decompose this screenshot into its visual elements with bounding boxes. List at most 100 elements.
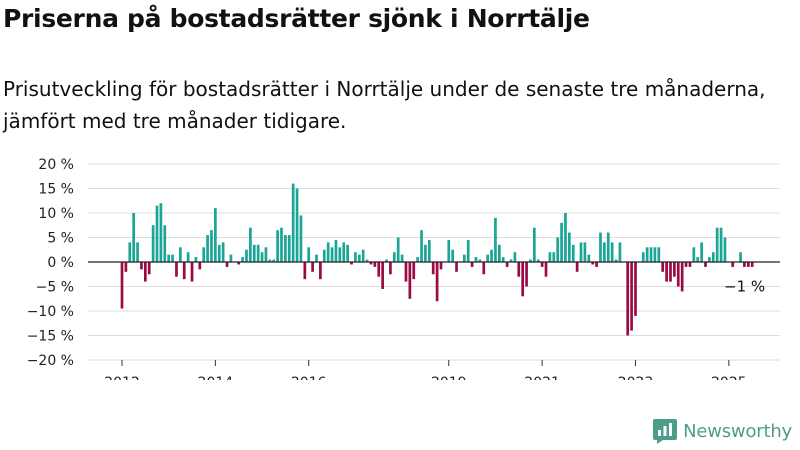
bar — [599, 232, 602, 262]
bar — [711, 252, 715, 262]
bar — [217, 244, 221, 262]
bar — [190, 262, 194, 282]
bar — [171, 254, 174, 262]
bar — [529, 259, 532, 262]
bar — [606, 232, 610, 262]
bar — [649, 247, 653, 262]
bar — [237, 262, 241, 265]
x-tick-label: 2014 — [198, 375, 234, 380]
bar — [525, 262, 528, 287]
bar — [291, 183, 295, 262]
bar — [365, 259, 369, 262]
bar — [560, 222, 563, 262]
bar — [536, 259, 540, 262]
bar — [424, 244, 427, 262]
bar — [124, 262, 128, 272]
bar — [175, 262, 178, 277]
bar — [435, 262, 439, 302]
bar — [392, 252, 396, 262]
bar — [474, 257, 478, 262]
x-tick-label: 2021 — [524, 375, 560, 380]
bar — [229, 254, 233, 262]
bar — [517, 262, 521, 277]
bar — [182, 262, 186, 280]
bar — [264, 247, 268, 262]
bar — [552, 252, 556, 262]
bar — [249, 227, 252, 262]
bar — [680, 262, 684, 292]
bar — [128, 242, 132, 262]
bar — [579, 242, 583, 262]
bar — [665, 262, 668, 282]
bar — [143, 262, 147, 282]
bar — [634, 262, 637, 316]
bar — [272, 259, 276, 262]
bar — [684, 262, 688, 267]
bar — [400, 254, 404, 262]
bar — [179, 247, 182, 262]
bar — [603, 242, 606, 262]
brand-logo: Newsworthy — [652, 418, 792, 444]
y-tick-label: 5 % — [47, 231, 74, 247]
bar — [404, 262, 408, 282]
bar — [346, 244, 349, 262]
x-tick-label: 2023 — [618, 375, 654, 380]
bar — [743, 262, 746, 267]
bar — [334, 239, 338, 262]
bar — [719, 227, 723, 262]
bar — [540, 262, 544, 267]
y-tick-label: 10 % — [38, 206, 74, 222]
bar — [614, 259, 618, 262]
bar — [206, 235, 209, 262]
bar — [311, 262, 314, 272]
bar — [319, 262, 322, 280]
bar — [704, 262, 707, 267]
bar — [194, 257, 198, 262]
bar — [739, 252, 742, 262]
bar — [373, 262, 377, 267]
bar — [136, 242, 139, 262]
bar — [669, 262, 672, 282]
y-tick-label: 20 % — [38, 157, 74, 173]
bar — [673, 262, 676, 277]
bar — [385, 259, 388, 262]
bar — [490, 249, 493, 262]
bar — [509, 259, 513, 262]
bar — [221, 242, 225, 262]
bar — [610, 242, 614, 262]
bar — [513, 252, 517, 262]
x-tick-label: 2019 — [431, 375, 467, 380]
bar — [451, 249, 454, 262]
bar — [140, 262, 143, 270]
bar — [497, 244, 501, 262]
bar — [284, 235, 287, 262]
bar — [256, 244, 260, 262]
bar — [544, 262, 548, 277]
y-tick-label: −5 % — [36, 280, 74, 296]
bar — [132, 213, 136, 262]
bar — [287, 235, 291, 262]
chart-title: Priserna på bostadsrätter sjönk i Norrtä… — [3, 4, 590, 33]
bar — [167, 254, 171, 262]
bar — [750, 262, 754, 267]
bar — [439, 262, 443, 270]
bar — [700, 242, 703, 262]
bar — [657, 247, 661, 262]
bar — [202, 247, 206, 262]
bar — [494, 217, 497, 262]
bar — [661, 262, 665, 272]
bar — [626, 262, 630, 336]
bar — [466, 239, 470, 262]
bar — [431, 262, 435, 275]
bar — [416, 257, 419, 262]
bar — [645, 247, 649, 262]
bar — [618, 242, 622, 262]
bar — [412, 262, 416, 280]
bar — [377, 262, 381, 277]
bar — [151, 225, 155, 262]
y-tick-label: 15 % — [38, 182, 74, 198]
bar — [280, 227, 283, 262]
bar — [396, 237, 400, 262]
bar — [303, 262, 307, 280]
bar — [338, 247, 342, 262]
